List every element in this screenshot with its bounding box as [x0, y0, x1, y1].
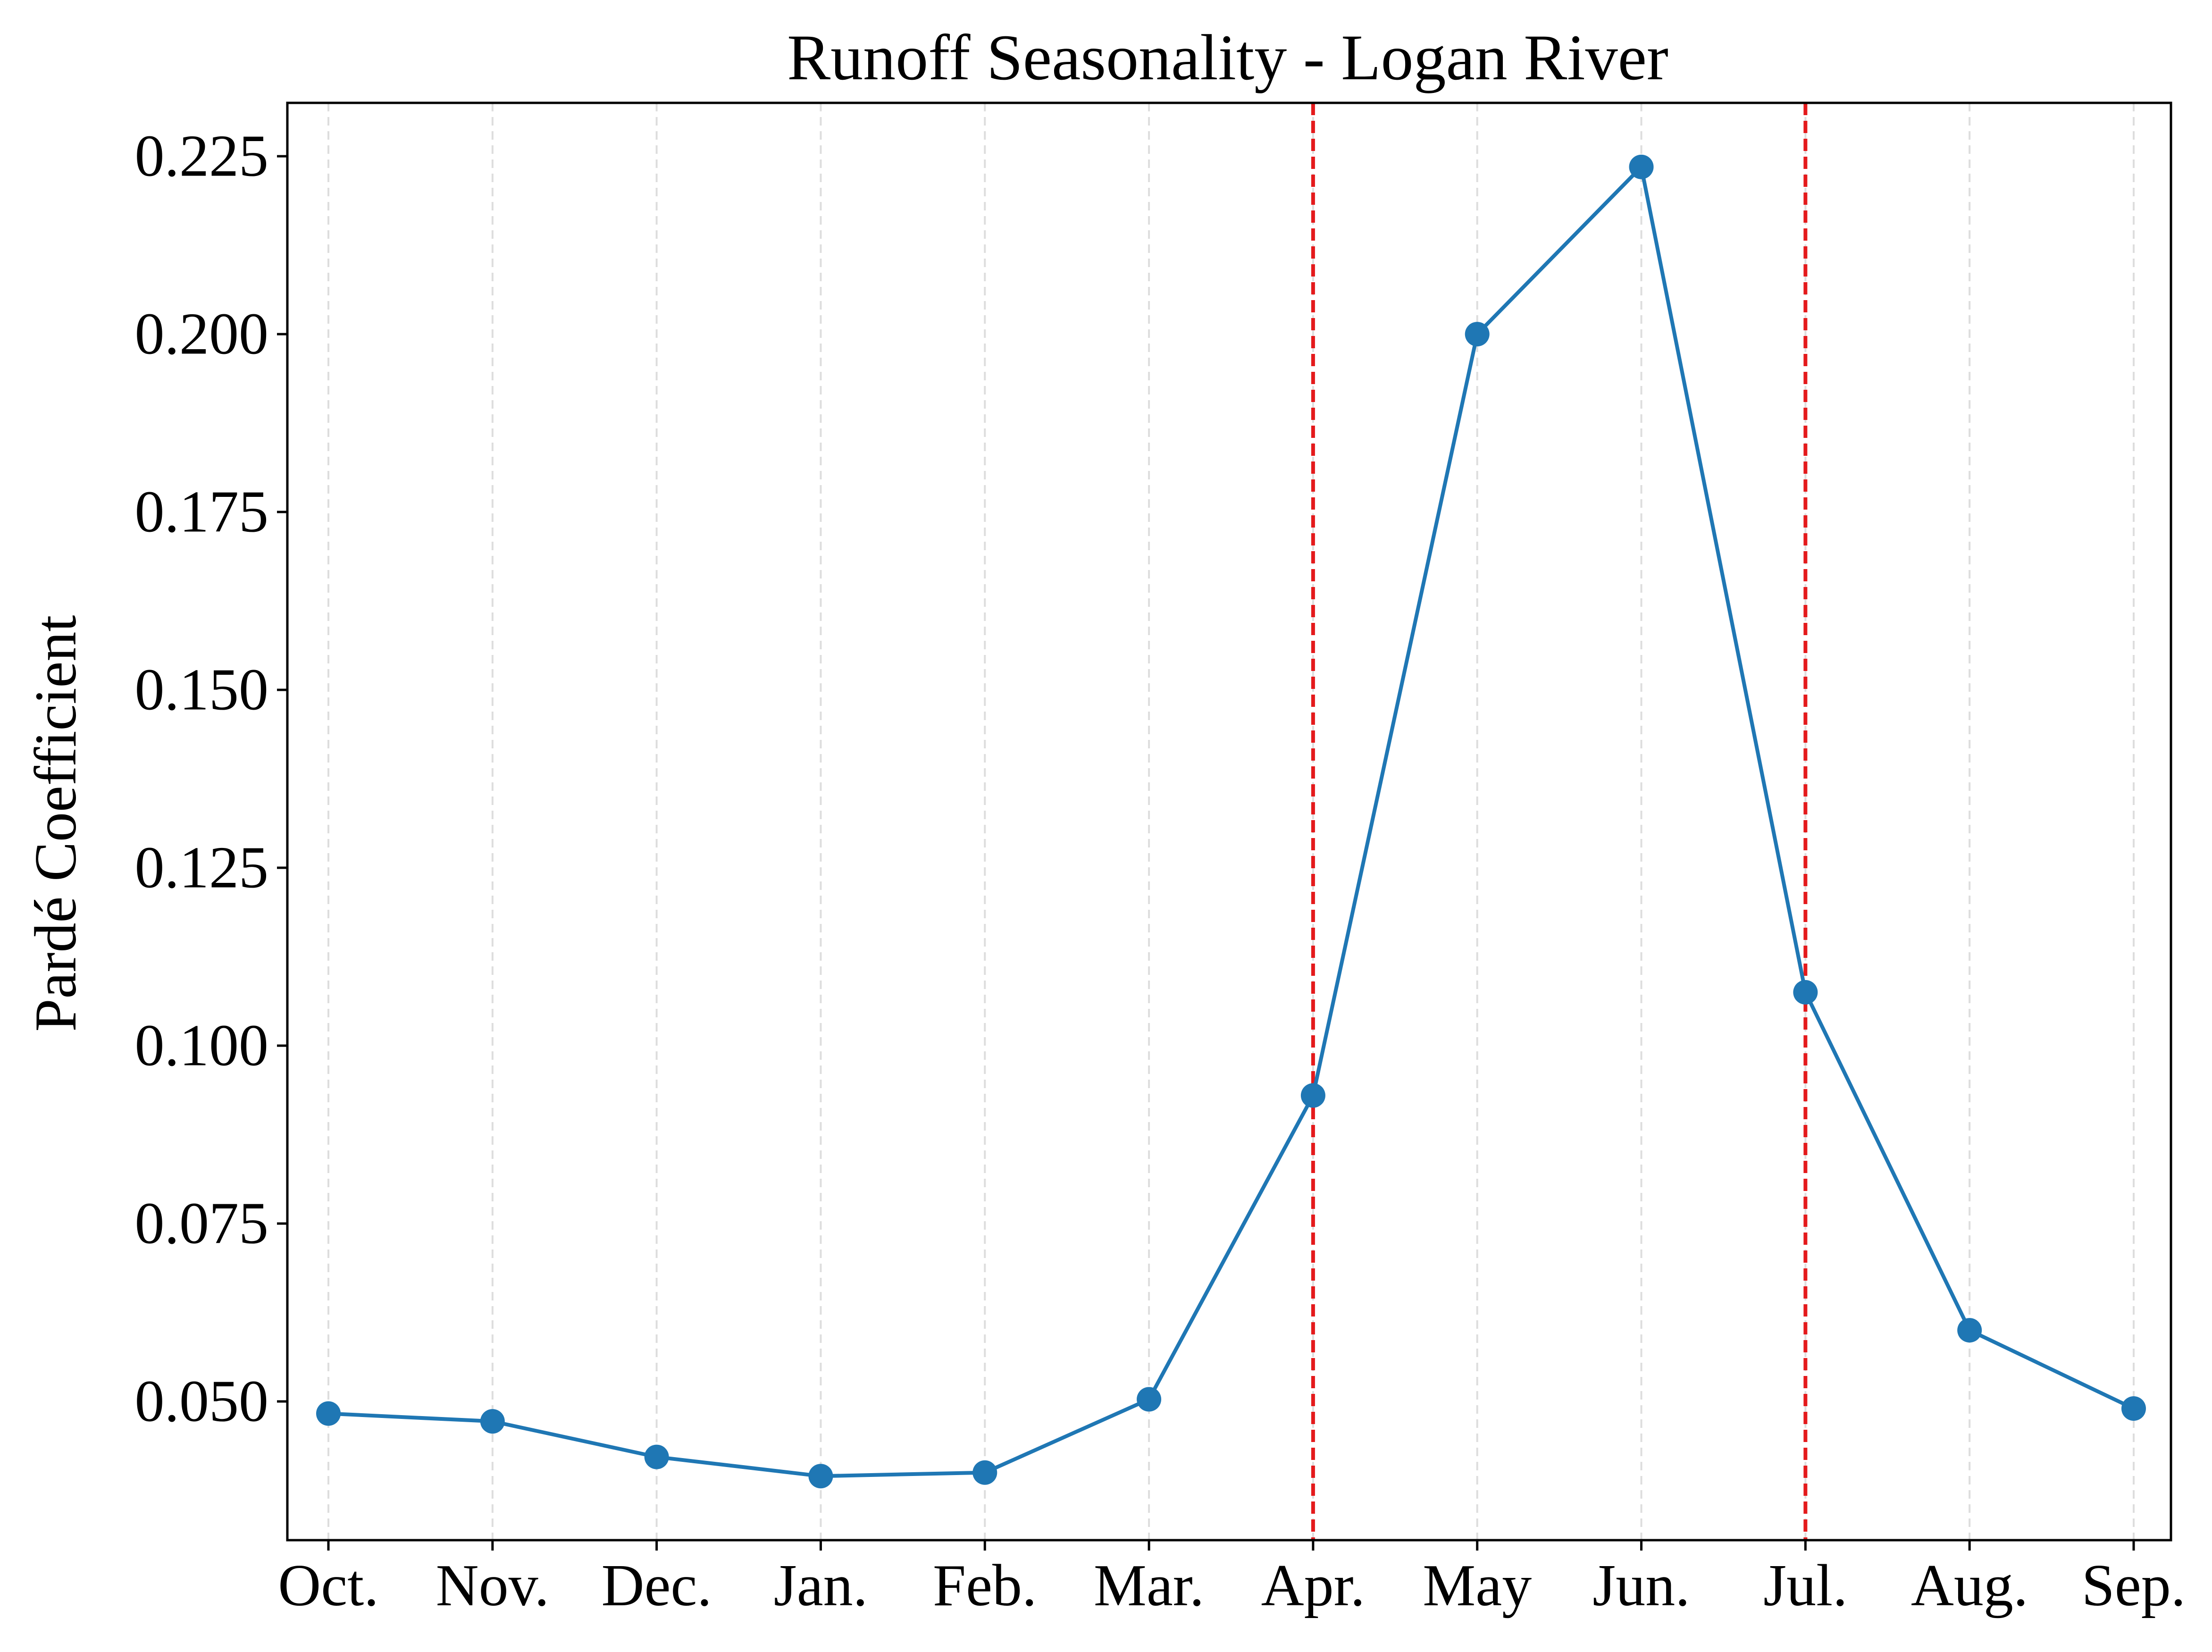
plot-frame: [286, 101, 2172, 1542]
x-tick-label: Oct.: [278, 1553, 378, 1618]
data-point: [1300, 1083, 1325, 1108]
x-tick-label: Jun.: [1592, 1553, 1690, 1618]
y-tick-label: 0.075: [135, 1191, 269, 1256]
x-axis-ticks: Oct. Nov. Dec. Jan. Feb. Mar. Apr. May Jun. Jul. A…: [278, 1540, 2186, 1618]
data-point: [316, 1401, 341, 1426]
x-tick-label: May: [1423, 1553, 1532, 1618]
data-point: [2121, 1396, 2146, 1421]
data-point: [1793, 980, 1818, 1005]
x-tick-label: Feb.: [933, 1553, 1037, 1618]
data-point: [1137, 1387, 1162, 1412]
x-tick-label: Nov.: [436, 1553, 549, 1618]
x-tick-label: Jul.: [1763, 1553, 1848, 1618]
series-line: [328, 165, 2135, 1478]
y-axis-label: Pardé Coefficient: [23, 615, 89, 1032]
x-tick-label: Sep.: [2082, 1553, 2186, 1618]
x-tick-label: Jan.: [774, 1553, 868, 1618]
x-tick-label: Mar.: [1094, 1553, 1204, 1618]
vertical-markers: [1311, 103, 1808, 1540]
x-tick-label: Dec.: [601, 1553, 712, 1618]
data-series: [316, 154, 2146, 1489]
y-tick-label: 0.175: [135, 479, 269, 545]
data-point: [644, 1444, 669, 1469]
data-point: [480, 1409, 505, 1434]
y-tick-label: 0.225: [135, 124, 269, 189]
data-point: [1465, 322, 1490, 347]
data-point: [808, 1464, 833, 1489]
y-tick-label: 0.150: [135, 657, 269, 723]
chart-title: Runoff Seasonality - Logan River: [787, 21, 1668, 93]
x-tick-label: Apr.: [1261, 1553, 1366, 1618]
data-point: [1629, 154, 1654, 179]
y-tick-label: 0.100: [135, 1013, 269, 1078]
y-axis-ticks: 0.050 0.075 0.100 0.125 0.150 0.175 0.200 0.225: [135, 124, 287, 1434]
y-tick-label: 0.200: [135, 302, 269, 367]
data-point: [1957, 1318, 1982, 1343]
x-grid-lines: [327, 103, 2135, 1540]
data-point: [972, 1460, 997, 1485]
x-tick-label: Aug.: [1911, 1553, 2028, 1618]
y-tick-label: 0.125: [135, 835, 269, 901]
y-tick-label: 0.050: [135, 1368, 269, 1434]
